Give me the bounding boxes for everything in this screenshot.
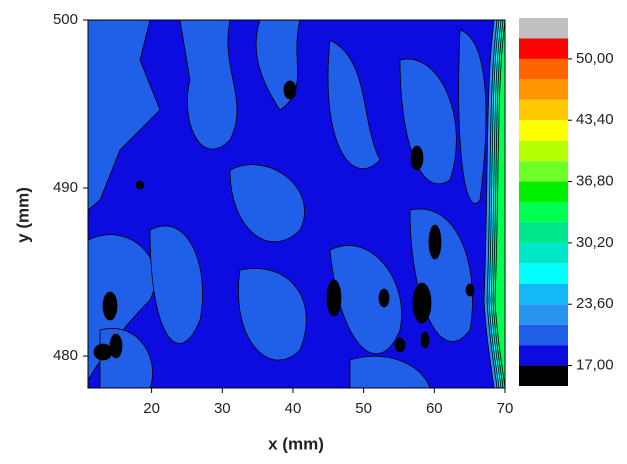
colorbar-box — [519, 38, 568, 59]
contour-region — [102, 291, 118, 321]
colorbar-tick-label: 36,80 — [576, 173, 614, 190]
colorbar-box — [519, 140, 568, 162]
x-tick-label: 70 — [497, 400, 514, 417]
contour-region — [394, 337, 406, 353]
contour-region — [494, 20, 505, 388]
plot-frame — [87, 19, 506, 389]
contour-region — [93, 343, 113, 361]
y-tick-label: 480 — [53, 347, 78, 364]
contour-region — [410, 145, 424, 171]
y-axis-label: y (mm) — [13, 187, 32, 243]
contour-region — [378, 288, 390, 308]
contour-region — [135, 180, 145, 190]
colorbar-box — [519, 181, 568, 202]
x-axis-label: x (mm) — [268, 434, 324, 453]
colorbar-tick-label: 43,40 — [576, 111, 614, 128]
x-tick-label: 20 — [143, 400, 160, 417]
contour-field — [88, 20, 505, 388]
colorbar-box — [519, 365, 568, 386]
colorbar-tick-label: 17,00 — [576, 357, 614, 374]
x-tick-label: 40 — [285, 400, 302, 417]
y-tick-label: 490 — [53, 179, 78, 196]
contour-region — [428, 224, 442, 260]
colorbar-tick-label: 23,60 — [576, 295, 614, 312]
colorbar-box — [519, 263, 568, 284]
contour-region — [179, 20, 238, 150]
colorbar-box — [519, 202, 568, 223]
colorbar-box — [519, 99, 568, 121]
contour-region — [88, 20, 161, 211]
colorbar-box — [519, 242, 568, 264]
contour-region — [329, 245, 402, 355]
x-tick-label: 60 — [426, 400, 443, 417]
colorbar-box — [519, 161, 568, 182]
colorbar-box — [519, 222, 568, 243]
colorbar-box — [519, 304, 568, 325]
contour-region — [149, 225, 203, 344]
colorbar-box — [519, 18, 568, 39]
colorbar-box — [519, 345, 568, 366]
colorbar-box — [519, 324, 568, 346]
contour-region — [465, 283, 475, 297]
contour-region — [412, 282, 432, 324]
contour-region — [283, 80, 297, 100]
x-tick-label: 50 — [355, 400, 372, 417]
contour-region — [109, 333, 123, 359]
contour-region — [458, 29, 487, 204]
y-tick-label: 500 — [53, 11, 78, 28]
colorbar-box — [519, 58, 568, 80]
colorbar-box — [519, 283, 568, 305]
colorbar-box — [519, 120, 568, 141]
contour-region — [420, 331, 430, 349]
colorbar-box — [519, 79, 568, 100]
colorbar-tick-label: 50,00 — [576, 50, 614, 67]
contour-region — [326, 279, 342, 317]
contour-region — [229, 164, 305, 242]
contour-region — [238, 268, 307, 361]
contour-region — [327, 39, 381, 170]
colorbar-tick-label: 30,20 — [576, 234, 614, 251]
x-tick-label: 30 — [214, 400, 231, 417]
